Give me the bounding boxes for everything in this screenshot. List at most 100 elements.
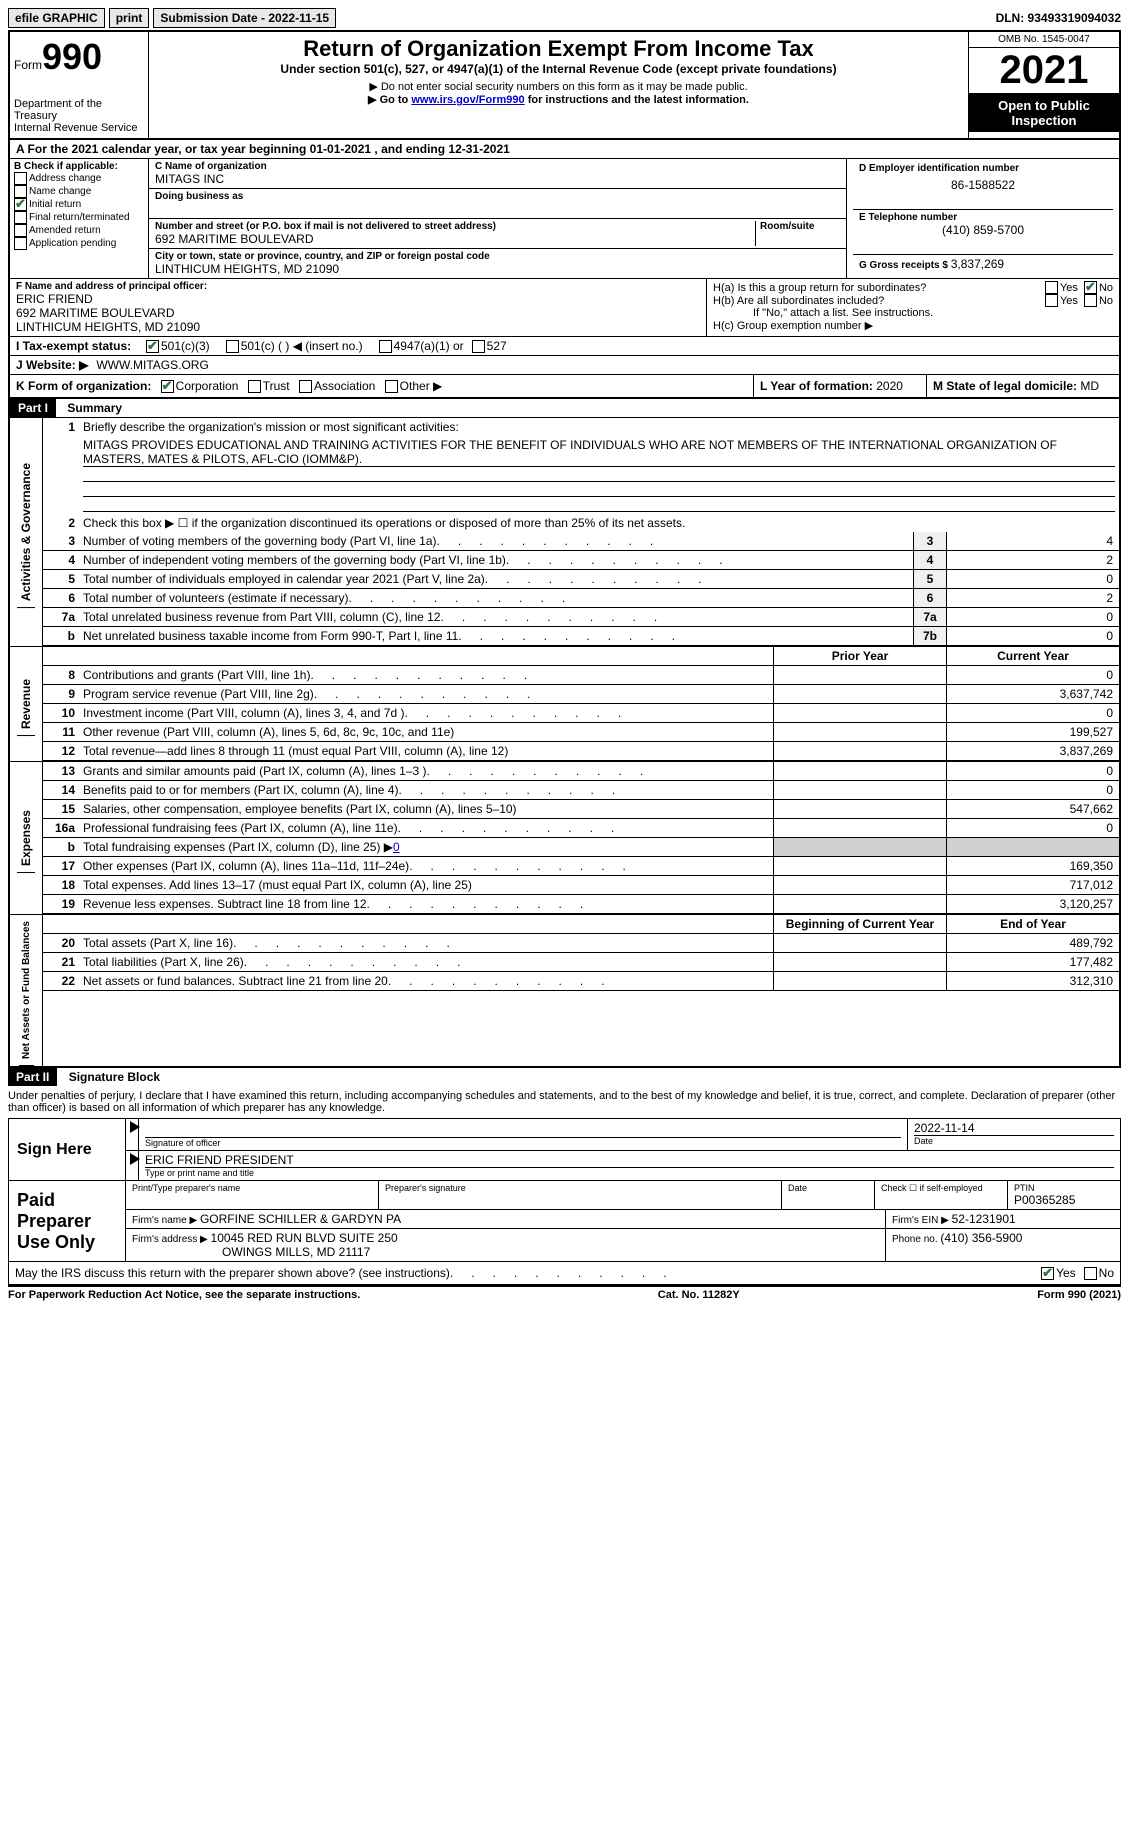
v7a: 0 xyxy=(946,608,1119,626)
j-label: J Website: ▶ xyxy=(16,358,88,372)
l-label: L Year of formation: xyxy=(760,379,876,393)
exp-section: Expenses 13Grants and similar amounts pa… xyxy=(8,762,1121,915)
checkbox-final-return[interactable] xyxy=(14,211,27,224)
hc-label: H(c) Group exemption number ▶ xyxy=(713,319,1113,332)
b-final: Final return/terminated xyxy=(29,212,130,223)
sign-here-block: Sign Here Signature of officer 2022-11-1… xyxy=(8,1118,1121,1181)
col-d: D Employer identification number 86-1588… xyxy=(847,159,1119,278)
discuss-no[interactable] xyxy=(1084,1267,1097,1280)
cb-other[interactable] xyxy=(385,380,398,393)
part2-header: Part II xyxy=(8,1068,57,1086)
l13: Grants and similar amounts paid (Part IX… xyxy=(83,764,426,778)
k-other: Other ▶ xyxy=(400,379,443,393)
v6: 2 xyxy=(946,589,1119,607)
org-city: LINTHICUM HEIGHTS, MD 21090 xyxy=(155,262,840,276)
v18: 717,012 xyxy=(946,876,1119,894)
efile-label: efile GRAPHIC xyxy=(8,8,105,28)
prep-phone: (410) 356-5900 xyxy=(940,1231,1022,1245)
k-assoc: Association xyxy=(314,379,375,393)
checkbox-amended[interactable] xyxy=(14,224,27,237)
cb-corp[interactable] xyxy=(161,380,174,393)
v21: 177,482 xyxy=(946,953,1119,971)
phone-label: E Telephone number xyxy=(859,212,1107,223)
checkbox-app-pending[interactable] xyxy=(14,237,27,250)
officer-addr2: LINTHICUM HEIGHTS, MD 21090 xyxy=(16,320,700,334)
part1-title: Summary xyxy=(59,401,122,415)
v10: 0 xyxy=(946,704,1119,722)
l12: Total revenue—add lines 8 through 11 (mu… xyxy=(83,744,508,758)
gov-section: Activities & Governance 1Briefly describ… xyxy=(8,418,1121,647)
discuss-row: May the IRS discuss this return with the… xyxy=(8,1262,1121,1285)
part1-header: Part I xyxy=(10,399,56,417)
sign-here-label: Sign Here xyxy=(9,1119,126,1180)
prep-phone-label: Phone no. xyxy=(892,1234,940,1245)
firm-addr1: 10045 RED RUN BLVD SUITE 250 xyxy=(211,1231,398,1245)
form-subtitle: Under section 501(c), 527, or 4947(a)(1)… xyxy=(153,62,964,76)
v19: 3,120,257 xyxy=(946,895,1119,913)
top-bar: efile GRAPHIC print Submission Date - 20… xyxy=(8,8,1121,28)
side-net: Net Assets or Fund Balances xyxy=(19,915,34,1066)
a-pre: A For the 2021 calendar year, or tax yea… xyxy=(16,142,310,156)
b-app: Application pending xyxy=(29,238,116,249)
note-link: ▶ Go to www.irs.gov/Form990 for instruct… xyxy=(153,93,964,106)
side-gov: Activities & Governance xyxy=(17,457,35,608)
footer-mid: Cat. No. 11282Y xyxy=(658,1289,740,1301)
irs-link[interactable]: www.irs.gov/Form990 xyxy=(411,94,524,106)
b-amended: Amended return xyxy=(29,225,101,236)
discuss-yes[interactable] xyxy=(1041,1267,1054,1280)
l16b-pre: Total fundraising expenses (Part IX, col… xyxy=(83,840,393,854)
i-c3: 501(c)(3) xyxy=(161,339,210,353)
firm-name-label: Firm's name ▶ xyxy=(132,1215,200,1226)
footer-right: Form 990 (2021) xyxy=(1037,1289,1121,1301)
cb-4947[interactable] xyxy=(379,340,392,353)
note-ssn: ▶ Do not enter social security numbers o… xyxy=(153,80,964,93)
prep-date-label: Date xyxy=(788,1183,868,1193)
line-a: A For the 2021 calendar year, or tax yea… xyxy=(8,140,1121,159)
cb-assoc[interactable] xyxy=(299,380,312,393)
paid-preparer-block: Paid Preparer Use Only Print/Type prepar… xyxy=(8,1181,1121,1262)
l16a: Professional fundraising fees (Part IX, … xyxy=(83,821,398,835)
checkbox-initial-return[interactable] xyxy=(14,198,27,211)
l2: Check this box ▶ ☐ if the organization d… xyxy=(79,514,1119,532)
firm-addr2: OWINGS MILLS, MD 21117 xyxy=(132,1245,879,1259)
no2: No xyxy=(1099,295,1113,307)
f-label: F Name and address of principal officer: xyxy=(16,281,700,292)
addr-label: Number and street (or P.O. box if mail i… xyxy=(155,221,751,232)
b-name: Name change xyxy=(29,186,91,197)
l16b-val[interactable]: 0 xyxy=(393,840,400,854)
cb-501c3[interactable] xyxy=(146,340,159,353)
ha-no[interactable] xyxy=(1084,281,1097,294)
no1: No xyxy=(1099,282,1113,294)
v13: 0 xyxy=(946,762,1119,780)
end-h: End of Year xyxy=(946,915,1119,933)
v15: 547,662 xyxy=(946,800,1119,818)
l8: Contributions and grants (Part VIII, lin… xyxy=(83,668,310,682)
col-c: C Name of organization MITAGS INC Doing … xyxy=(149,159,847,278)
l21: Total liabilities (Part X, line 26) xyxy=(83,955,244,969)
firm-name: GORFINE SCHILLER & GARDYN PA xyxy=(200,1212,401,1226)
rev-section: Revenue Prior YearCurrent Year 8Contribu… xyxy=(8,647,1121,762)
prep-sig-label: Preparer's signature xyxy=(385,1183,775,1193)
form-number: 990 xyxy=(42,36,102,77)
hb-yes[interactable] xyxy=(1045,294,1058,307)
print-button[interactable]: print xyxy=(109,8,150,28)
checkbox-address-change[interactable] xyxy=(14,172,27,185)
firm-ein-label: Firm's EIN ▶ xyxy=(892,1215,952,1226)
v3: 4 xyxy=(946,532,1119,550)
cb-527[interactable] xyxy=(472,340,485,353)
firm-ein: 52-1231901 xyxy=(952,1212,1016,1226)
officer-name: ERIC FRIEND xyxy=(16,292,700,306)
cb-501c[interactable] xyxy=(226,340,239,353)
v9: 3,637,742 xyxy=(946,685,1119,703)
ha-yes[interactable] xyxy=(1045,281,1058,294)
dept-treasury: Department of the Treasury xyxy=(14,98,144,122)
curr-h: Current Year xyxy=(946,647,1119,665)
cb-trust[interactable] xyxy=(248,380,261,393)
ptin: P00365285 xyxy=(1014,1193,1114,1207)
gross-value: 3,837,269 xyxy=(951,257,1004,271)
hb-no[interactable] xyxy=(1084,294,1097,307)
website: WWW.MITAGS.ORG xyxy=(96,358,208,372)
ein-label: D Employer identification number xyxy=(859,163,1107,174)
footer: For Paperwork Reduction Act Notice, see … xyxy=(8,1285,1121,1301)
l1-label: Briefly describe the organization's miss… xyxy=(83,420,459,434)
